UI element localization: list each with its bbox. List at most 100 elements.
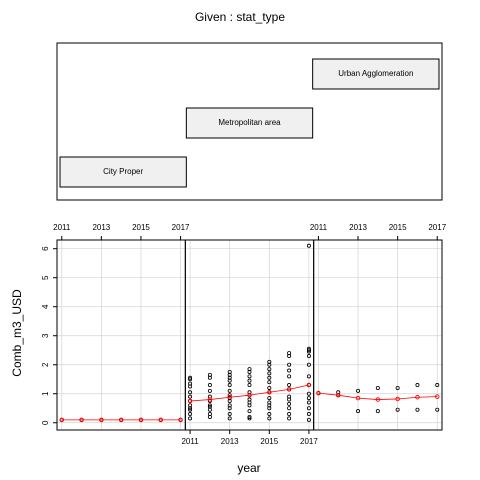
panel-frame [56,239,186,431]
x-tick-label: 2011 [310,223,328,232]
mean-point [79,417,84,423]
data-point [267,375,272,380]
mean-point [187,398,193,404]
data-point [306,391,311,396]
condition-label: City Proper [103,167,143,176]
condition-bar [185,107,314,139]
data-point [207,383,212,388]
data-point [207,414,212,419]
y-tick-label: 4 [41,304,50,309]
data-point [306,374,311,379]
mean-point [306,382,312,388]
mean-point [227,394,232,400]
data-point [287,362,292,367]
mean-point [355,395,361,401]
x-tick-label: 2015 [132,223,150,232]
mean-point [59,417,65,423]
data-point [306,349,311,354]
data-point [306,412,311,417]
data-point [227,378,232,383]
data-point [356,409,361,414]
panel-frame [313,239,443,431]
data-point [188,412,193,417]
data-point [415,383,420,388]
data-point [227,383,232,388]
data-point [247,414,252,419]
data-point [287,368,292,373]
x-tick-label: 2017 [300,437,318,446]
data-point [247,409,252,414]
data-point [227,412,232,417]
x-tick-label: 2013 [92,223,110,232]
data-point [415,407,420,412]
data-point [207,407,212,412]
data-point [247,383,252,388]
given-box [56,42,443,201]
x-tick-label: 2011 [53,223,71,232]
mean-point [335,392,341,398]
data-point [306,243,311,248]
mean-line [190,384,309,402]
condition-bar [59,156,187,188]
y-tick-label: 3 [41,333,50,338]
data-point [267,380,272,385]
data-point [287,412,292,417]
y-tick-label: 2 [41,362,50,367]
data-point [188,394,193,399]
data-point [247,403,252,408]
mean-point [247,392,252,398]
data-point [188,375,193,380]
data-point [188,407,193,412]
data-point [247,416,252,421]
data-point [188,384,193,389]
x-tick-label: 2017 [172,223,190,232]
data-point [247,378,252,383]
data-point [207,375,212,380]
data-point [267,385,272,390]
data-point [227,406,232,411]
data-point [306,362,311,367]
data-point [435,407,440,412]
data-point [227,388,232,393]
data-point [207,403,212,408]
data-point [375,385,380,390]
data-point [207,394,212,399]
data-point [435,383,440,388]
mean-point [158,417,164,423]
data-point [287,401,292,406]
data-point [395,407,400,412]
y-tick-label: 1 [41,391,50,396]
y-tick-label: 6 [41,246,50,251]
data-point [306,417,311,422]
x-tick-label: 2013 [349,223,367,232]
data-point [306,406,311,411]
mean-point [286,387,292,392]
x-tick-label: 2015 [260,437,278,446]
condition-bar [312,58,440,90]
data-point [188,406,193,411]
data-point [306,348,311,353]
mean-point [118,417,124,423]
data-point [207,388,212,393]
data-point [395,385,400,390]
data-point [287,406,292,411]
y-tick-label: 5 [41,275,50,280]
data-point [375,409,380,414]
data-point [267,412,272,417]
data-point [267,371,272,376]
condition-label: Urban Agglomeration [338,69,413,78]
data-point [188,416,193,421]
x-tick-label: 2017 [428,223,446,232]
data-point [287,383,292,388]
mean-point [375,397,381,402]
mean-point [434,394,440,399]
data-point [306,354,311,359]
mean-point [178,417,183,423]
x-axis-label: year [237,461,260,475]
chart-title: Given : stat_type [195,10,285,24]
data-point [188,390,193,395]
data-point [247,374,252,379]
mean-point [207,397,213,402]
